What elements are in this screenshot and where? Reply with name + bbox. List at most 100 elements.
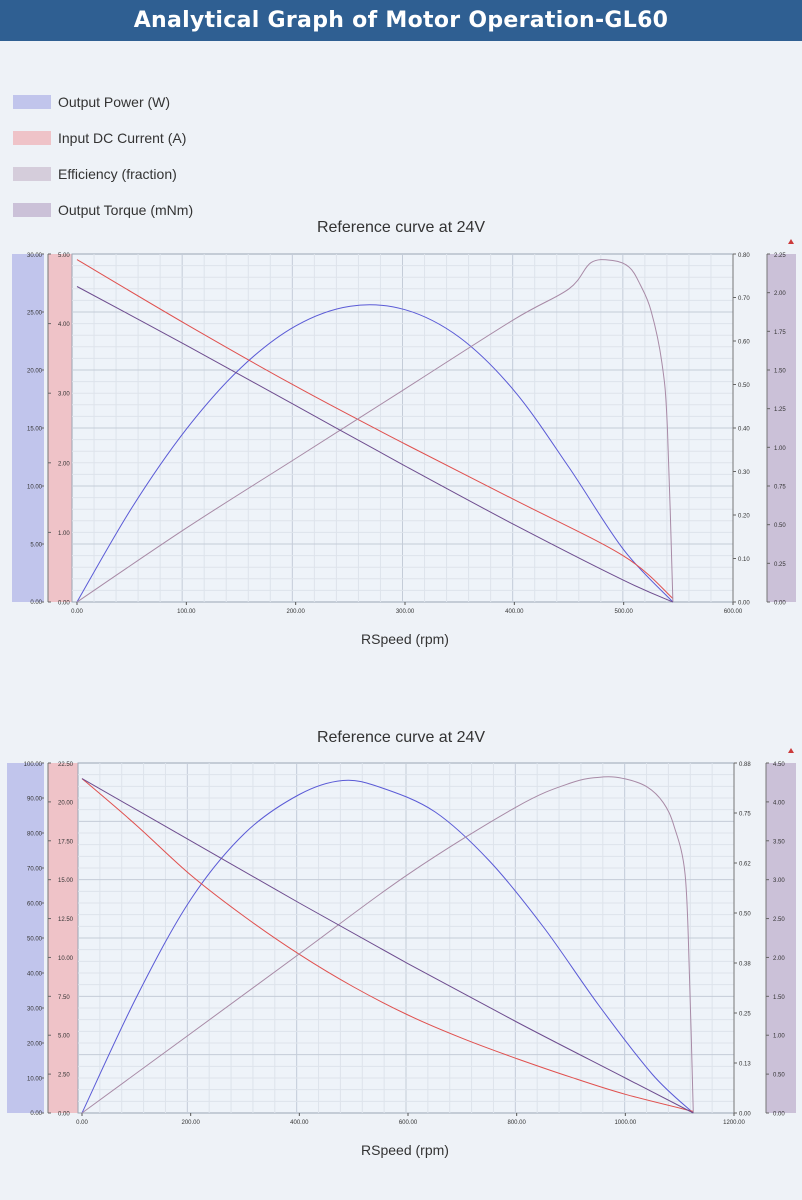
power-tick-label: 20.00 — [27, 369, 43, 375]
torque-tick-label: 2.25 — [774, 253, 786, 259]
current-tick-label: 0.00 — [58, 1112, 70, 1118]
legend-item-torque: Output Torque (mNm) — [13, 192, 193, 228]
torque-tick-label: 0.50 — [774, 523, 786, 529]
x-tick-label: 800.00 — [507, 1120, 526, 1126]
current-axis-band — [48, 763, 78, 1113]
power-tick-label: 100.00 — [24, 762, 43, 768]
power-tick-label: 10.00 — [27, 485, 43, 491]
power-tick-label: 5.00 — [30, 543, 42, 549]
grid — [72, 254, 733, 602]
legend-item-current: Input DC Current (A) — [13, 120, 193, 156]
power-tick-label: 20.00 — [27, 1042, 43, 1048]
x-tick-label: 300.00 — [396, 609, 415, 615]
efficiency-tick-label: 0.60 — [738, 340, 750, 346]
efficiency-tick-label: 0.50 — [738, 383, 750, 389]
power-axis-band — [12, 254, 44, 602]
power-tick-label: 0.00 — [30, 600, 42, 606]
efficiency-tick-label: 0.88 — [739, 762, 751, 768]
input-current-series — [76, 259, 674, 599]
current-tick-label: 20.00 — [58, 800, 74, 806]
torque-tick-label: 1.50 — [773, 995, 785, 1001]
efficiency-tick-label: 0.10 — [738, 557, 750, 563]
efficiency-tick-label: 0.30 — [738, 470, 750, 476]
current-tick-label: 17.50 — [58, 839, 74, 845]
current-tick-label: 22.50 — [58, 762, 74, 768]
power-tick-label: 70.00 — [27, 867, 43, 873]
power-tick-label: 50.00 — [27, 937, 43, 943]
power-tick-label: 40.00 — [27, 972, 43, 978]
efficiency-tick-label: 0.80 — [738, 253, 750, 259]
torque-tick-label: 3.50 — [773, 839, 785, 845]
x-tick-label: 100.00 — [177, 609, 196, 615]
torque-tick-label: 2.00 — [773, 956, 785, 962]
torque-tick-label: 1.50 — [774, 369, 786, 375]
efficiency-series — [81, 776, 694, 1114]
torque-tick-label: 2.50 — [773, 917, 785, 923]
power-tick-label: 25.00 — [27, 311, 43, 317]
x-axis-label: RSpeed (rpm) — [361, 1142, 449, 1158]
torque-tick-label: 4.50 — [773, 762, 785, 768]
power-tick-label: 10.00 — [27, 1077, 43, 1083]
power-tick-label: 15.00 — [27, 427, 43, 433]
efficiency-tick-label: 0.62 — [739, 862, 751, 868]
legend-item-efficiency: Efficiency (fraction) — [13, 156, 193, 192]
output-power-series — [81, 779, 694, 1114]
x-tick-label: 400.00 — [290, 1120, 309, 1126]
current-tick-label: 7.50 — [58, 995, 70, 1001]
torque-tick-label: 1.25 — [774, 407, 786, 413]
chart-1: Reference curve at 24V 0.00 100.00 200.00 30… — [12, 219, 796, 647]
power-tick-label: 60.00 — [27, 902, 43, 908]
output-torque-series — [76, 286, 674, 603]
current-tick-label: 2.50 — [58, 1073, 70, 1079]
legend-swatch-current — [13, 131, 51, 145]
legend-swatch-efficiency — [13, 167, 51, 181]
x-tick-label: 1000.00 — [614, 1120, 636, 1126]
power-axis-band — [7, 763, 44, 1113]
output-torque-series — [81, 778, 694, 1114]
torque-tick-label: 0.50 — [773, 1073, 785, 1079]
chart-title: Reference curve at 24V — [317, 729, 485, 746]
power-tick-label: 90.00 — [27, 797, 43, 803]
torque-tick-label: 0.25 — [774, 562, 786, 568]
torque-tick-label: 0.00 — [773, 1112, 785, 1118]
efficiency-tick-label: 0.25 — [739, 1012, 751, 1018]
x-tick-label: 200.00 — [286, 609, 305, 615]
x-tick-label: 1200.00 — [723, 1120, 745, 1126]
legend-label-torque: Output Torque (mNm) — [58, 202, 194, 218]
current-tick-label: 3.00 — [58, 392, 70, 398]
x-axis-label: RSpeed (rpm) — [361, 631, 449, 647]
x-tick-label: 600.00 — [399, 1120, 418, 1126]
corner-marker — [788, 748, 794, 753]
legend: Output Power (W) Input DC Current (A) Ef… — [13, 84, 193, 228]
x-tick-label: 600.00 — [724, 609, 743, 615]
chart-2: Reference curve at 24V 0.00 200.00 400.00 60… — [7, 729, 796, 1158]
torque-tick-label: 4.00 — [773, 800, 785, 806]
output-power-series — [76, 304, 674, 603]
page-header: Analytical Graph of Motor Operation-GL60 — [0, 0, 802, 41]
power-tick-label: 30.00 — [27, 253, 43, 259]
efficiency-tick-label: 0.13 — [739, 1062, 751, 1068]
legend-label-efficiency: Efficiency (fraction) — [58, 166, 177, 182]
efficiency-tick-label: 0.50 — [739, 912, 751, 918]
current-axis-band — [48, 254, 72, 602]
current-tick-label: 0.00 — [58, 601, 70, 607]
x-tick-label: 500.00 — [614, 609, 633, 615]
torque-tick-label: 2.00 — [774, 291, 786, 297]
current-tick-label: 15.00 — [58, 878, 74, 884]
torque-axis-band — [766, 763, 796, 1113]
chart-title: Reference curve at 24V — [317, 219, 485, 236]
efficiency-tick-label: 0.20 — [738, 514, 750, 520]
torque-tick-label: 3.00 — [773, 878, 785, 884]
x-tick-label: 0.00 — [76, 1120, 88, 1126]
input-current-series — [81, 778, 694, 1112]
torque-tick-label: 1.00 — [773, 1034, 785, 1040]
current-tick-label: 5.00 — [58, 1034, 70, 1040]
torque-tick-label: 1.75 — [774, 330, 786, 336]
torque-tick-label: 0.00 — [774, 601, 786, 607]
page-title: Analytical Graph of Motor Operation-GL60 — [133, 8, 669, 33]
power-tick-label: 30.00 — [27, 1007, 43, 1013]
efficiency-tick-label: 0.40 — [738, 427, 750, 433]
legend-label-current: Input DC Current (A) — [58, 130, 187, 146]
current-tick-label: 4.00 — [58, 322, 70, 328]
x-tick-label: 200.00 — [181, 1120, 200, 1126]
